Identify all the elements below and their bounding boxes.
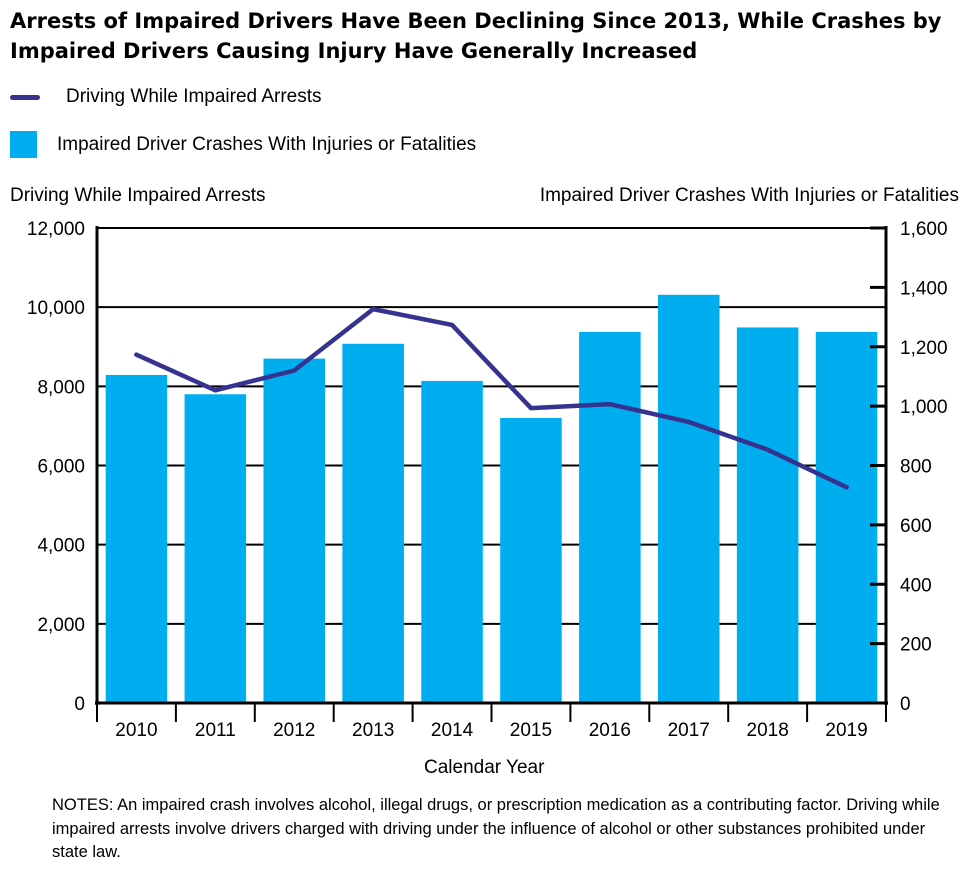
legend-bar-marker bbox=[10, 131, 37, 158]
arrests-point-2015 bbox=[528, 405, 534, 411]
arrests-point-2012 bbox=[292, 368, 297, 373]
right-tick-label: 1,600 bbox=[900, 219, 948, 240]
arrests-point-2016 bbox=[607, 401, 613, 407]
bar-2017 bbox=[657, 294, 720, 703]
left-tick-label: 0 bbox=[74, 694, 85, 715]
bar-2019 bbox=[815, 331, 878, 703]
right-tick-label: 1,400 bbox=[900, 278, 948, 299]
right-axis-title: Impaired Driver Crashes With Injuries or… bbox=[539, 185, 959, 206]
legend-item-arrests: Driving While Impaired Arrests bbox=[10, 86, 322, 108]
x-tick-label: 2011 bbox=[195, 720, 236, 741]
arrests-point-2010 bbox=[134, 352, 139, 357]
bar-2011 bbox=[184, 394, 247, 703]
x-tick-label: 2012 bbox=[273, 720, 315, 741]
x-axis-title: Calendar Year bbox=[424, 757, 545, 778]
x-tick-label: 2013 bbox=[352, 720, 394, 741]
left-axis-title: Driving While Impaired Arrests bbox=[10, 185, 266, 206]
chart-title: Arrests of Impaired Drivers Have Been De… bbox=[10, 9, 942, 63]
bar-2010 bbox=[105, 374, 168, 703]
right-tick-label: 1,200 bbox=[900, 338, 948, 359]
right-tick-label: 800 bbox=[900, 457, 932, 478]
legend-label-arrests: Driving While Impaired Arrests bbox=[66, 86, 322, 107]
arrests-point-2018 bbox=[765, 447, 770, 452]
arrests-point-2019 bbox=[844, 485, 849, 490]
x-tick-label: 2015 bbox=[510, 720, 552, 741]
right-tick-label: 400 bbox=[900, 575, 932, 596]
arrests-point-2013 bbox=[370, 306, 376, 312]
bar-2014 bbox=[421, 380, 483, 703]
legend-label-crashes: Impaired Driver Crashes With Injuries or… bbox=[57, 133, 477, 155]
left-tick-label: 10,000 bbox=[27, 298, 85, 319]
left-tick-label: 12,000 bbox=[27, 219, 85, 240]
right-tick-label: 1,000 bbox=[900, 397, 948, 418]
arrests-point-2011 bbox=[213, 388, 218, 393]
bar-2018 bbox=[736, 327, 799, 703]
arrests-line bbox=[134, 306, 849, 490]
bar-2016 bbox=[579, 331, 641, 703]
x-tick-label: 2016 bbox=[589, 720, 631, 741]
left-tick-label: 4,000 bbox=[37, 536, 85, 557]
notes: NOTES: An impaired crash involves alcoho… bbox=[52, 796, 940, 861]
x-tick-label: 2017 bbox=[668, 720, 710, 741]
right-tick-label: 0 bbox=[900, 694, 911, 715]
bar-2012 bbox=[263, 358, 326, 703]
arrests-point-2017 bbox=[686, 419, 691, 425]
bar-2015 bbox=[500, 418, 562, 703]
bar-2013 bbox=[342, 343, 404, 703]
left-tick-label: 8,000 bbox=[37, 377, 85, 398]
x-tick-label: 2010 bbox=[115, 720, 157, 741]
right-tick-label: 200 bbox=[900, 635, 932, 656]
right-tick-label: 600 bbox=[900, 516, 932, 537]
legend-line-marker bbox=[10, 94, 40, 100]
legend-item-crashes: Impaired Driver Crashes With Injuries or… bbox=[10, 131, 476, 158]
arrests-point-2014 bbox=[449, 322, 455, 328]
x-tick-label: 2014 bbox=[431, 720, 474, 741]
x-tick-label: 2019 bbox=[825, 720, 867, 741]
left-tick-label: 2,000 bbox=[37, 615, 85, 636]
left-tick-label: 6,000 bbox=[37, 457, 85, 478]
x-tick-label: 2018 bbox=[747, 720, 789, 741]
